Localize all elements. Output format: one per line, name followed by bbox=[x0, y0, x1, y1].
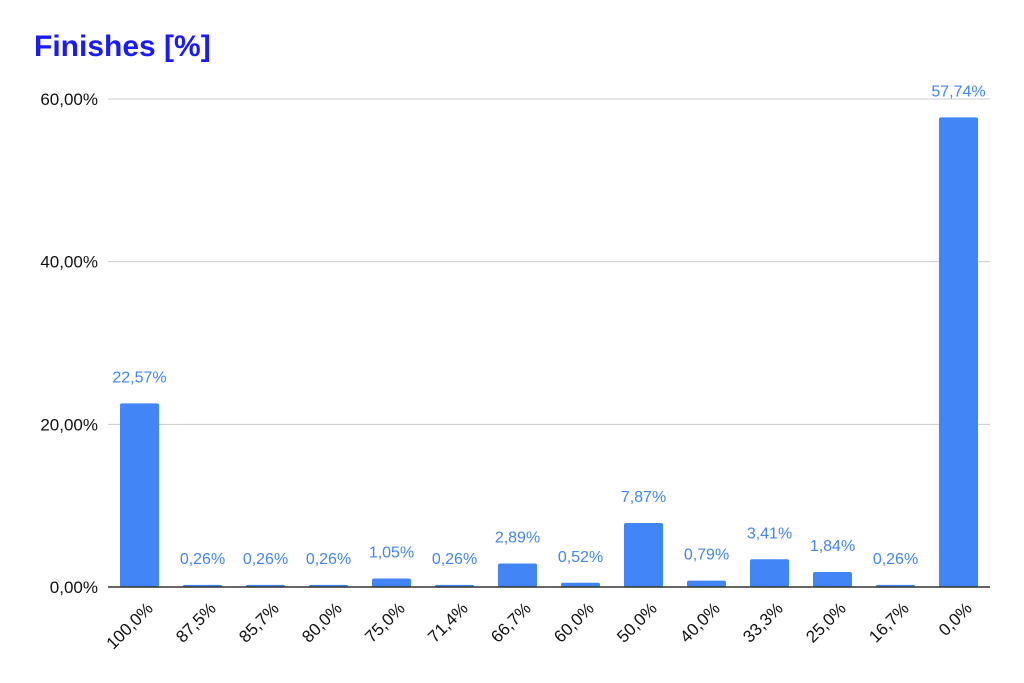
gridlines bbox=[108, 98, 990, 425]
bar bbox=[560, 582, 601, 587]
data-label: 0,52% bbox=[558, 549, 603, 566]
x-tick-label: 85,7% bbox=[235, 599, 283, 647]
x-tick-label: 75,0% bbox=[361, 599, 409, 647]
y-axis-ticks: 0,00% 20,00% 40,00% 60,00% bbox=[40, 90, 98, 597]
bar bbox=[812, 572, 853, 587]
y-tick-label: 0,00% bbox=[50, 578, 98, 597]
x-axis-ticks: 100,0% 87,5% 85,7% 80,0% 75,0% 71,4% 66,7% 60,0… bbox=[103, 599, 976, 653]
bar bbox=[497, 563, 538, 587]
data-label: 3,41% bbox=[747, 525, 792, 542]
x-tick-label: 33,3% bbox=[739, 599, 787, 647]
bar bbox=[938, 117, 979, 587]
bar bbox=[623, 522, 664, 587]
data-label: 1,84% bbox=[810, 538, 855, 555]
bars bbox=[119, 117, 979, 587]
data-label: 0,26% bbox=[873, 551, 918, 568]
y-tick-label: 20,00% bbox=[40, 415, 98, 434]
data-label: 57,74% bbox=[931, 83, 985, 100]
y-tick-label: 60,00% bbox=[40, 90, 98, 109]
data-label: 1,05% bbox=[369, 544, 414, 561]
x-tick-label: 0,0% bbox=[935, 599, 976, 640]
x-tick-label: 25,0% bbox=[802, 599, 850, 647]
bar bbox=[371, 578, 412, 587]
chart-title: Finishes [%] bbox=[34, 30, 211, 63]
data-label: 0,26% bbox=[306, 551, 351, 568]
bar bbox=[686, 580, 727, 587]
x-tick-label: 80,0% bbox=[298, 599, 346, 647]
data-label: 7,87% bbox=[621, 489, 666, 506]
x-tick-label: 71,4% bbox=[424, 599, 472, 647]
data-label: 0,26% bbox=[243, 551, 288, 568]
x-tick-label: 87,5% bbox=[172, 599, 220, 647]
data-label: 0,26% bbox=[432, 551, 477, 568]
x-tick-label: 40,0% bbox=[676, 599, 724, 647]
bar bbox=[119, 403, 160, 587]
data-label: 0,79% bbox=[684, 547, 729, 564]
data-label: 22,57% bbox=[112, 369, 166, 386]
x-tick-label: 60,0% bbox=[550, 599, 598, 647]
x-tick-label: 100,0% bbox=[103, 599, 157, 653]
x-tick-label: 50,0% bbox=[613, 599, 661, 647]
data-label: 2,89% bbox=[495, 529, 540, 546]
data-labels: 22,57% 0,26% 0,26% 0,26% 1,05% 0,26% 2,89% 0,52… bbox=[112, 83, 985, 568]
data-label: 0,26% bbox=[180, 551, 225, 568]
x-tick-label: 66,7% bbox=[487, 599, 535, 647]
y-tick-label: 40,00% bbox=[40, 253, 98, 272]
bar bbox=[749, 559, 790, 587]
x-tick-label: 16,7% bbox=[865, 599, 913, 647]
